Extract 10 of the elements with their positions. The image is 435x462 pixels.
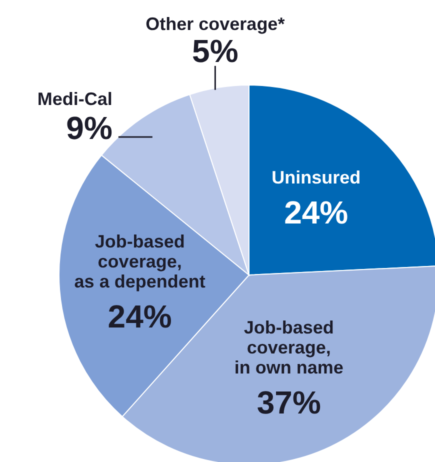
data-label: 24%: [108, 298, 172, 334]
slice-label: Other coverage*: [146, 14, 285, 34]
data-label: 37%: [256, 384, 321, 420]
data-label: 24%: [284, 194, 348, 230]
data-label: 9%: [66, 110, 112, 146]
slice-label: Job-based coverage, in own name: [234, 317, 344, 378]
slice-label: Medi-Cal: [37, 88, 112, 109]
slice-label: Uninsured: [272, 167, 361, 188]
data-label: 5%: [192, 32, 238, 69]
slice-label: Job-based coverage, as a dependent: [74, 231, 206, 292]
